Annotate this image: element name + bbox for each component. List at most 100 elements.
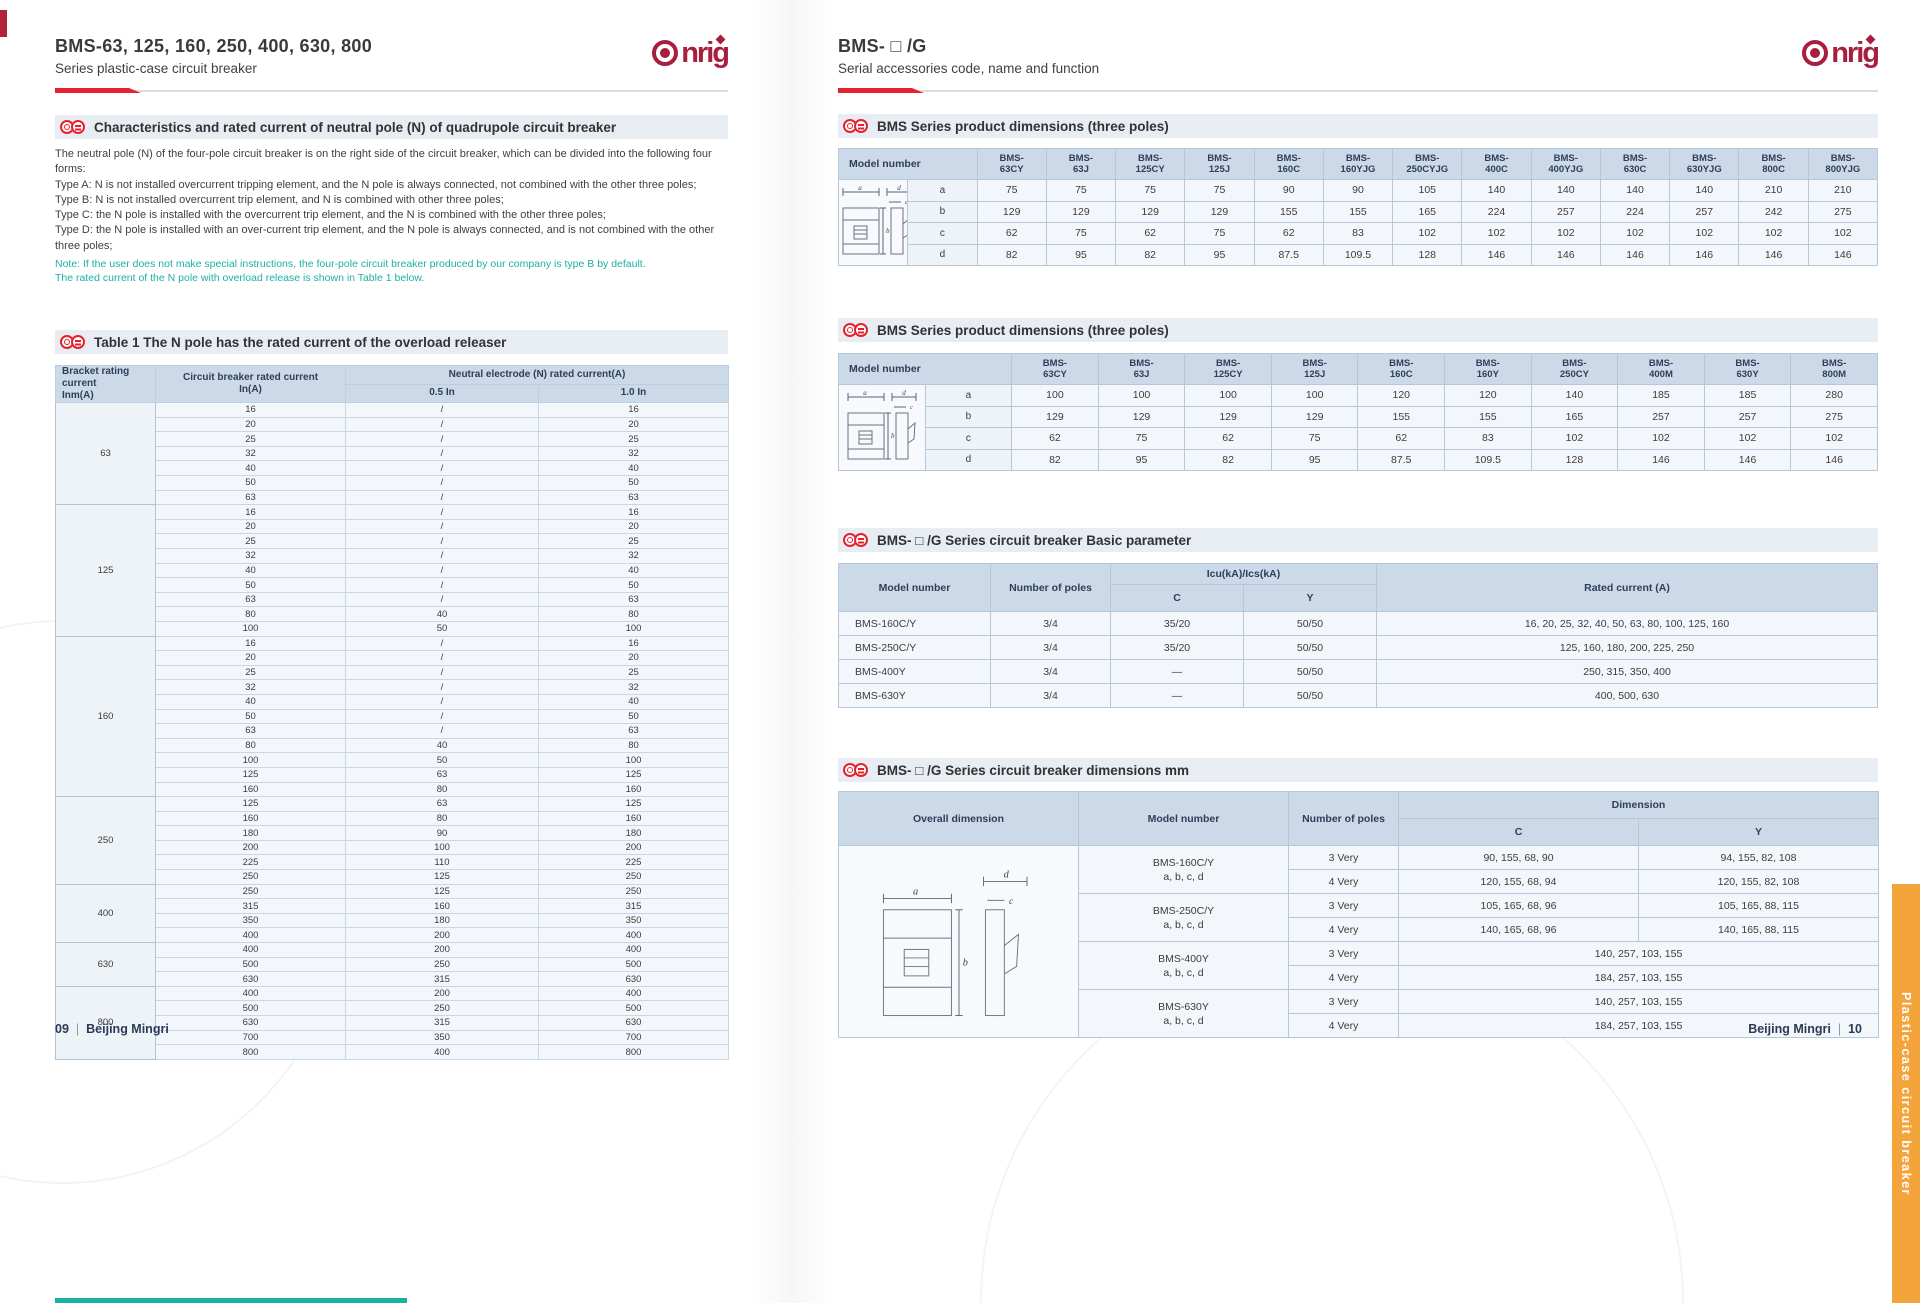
table-row: 100 50 100 <box>56 752 730 768</box>
table-cell: 125 <box>155 766 346 783</box>
dimension-letter-cell: b <box>907 200 978 223</box>
dimensions-mm-table: Overall dimension Model number Number of… <box>838 791 1879 1038</box>
table-cell: 75 <box>1184 179 1255 202</box>
table-cell: / <box>345 591 539 608</box>
header-rule <box>55 88 728 93</box>
model-name: 160Y <box>1476 369 1499 380</box>
model-cell: BMS-250C/Y a, b, c, d <box>1078 893 1289 942</box>
table-cell: / <box>345 650 539 666</box>
table-cell: 20 <box>537 650 730 666</box>
section-heading: BMS Series product dimensions (three pol… <box>877 322 1169 338</box>
table-cell: 62 <box>1184 427 1272 450</box>
col-header-rated: Rated current (A) <box>1376 563 1878 612</box>
table-row: 80 40 80 <box>56 737 730 754</box>
table-cell: 100 <box>537 752 730 768</box>
table-cell: 32 <box>537 548 730 564</box>
model-name: 125J <box>1208 164 1231 175</box>
table-cell: 400 <box>155 985 346 1002</box>
table-row: BMS-400Y 3/4—50/50 250, 315, 350, 400 <box>838 659 1878 684</box>
table-cell: 250 <box>155 883 346 900</box>
model-header-cell: BMS- 800C <box>1738 148 1809 180</box>
model-prefix: BMS- <box>1830 153 1855 164</box>
table-cell: 210 <box>1738 179 1809 202</box>
table-row: 250 125 250 <box>56 869 730 885</box>
table-cell: / <box>345 577 539 593</box>
section-heading: Characteristics and rated current of neu… <box>94 119 617 135</box>
model-header-cell: BMS- 400C <box>1461 148 1532 180</box>
table-cell: 155 <box>1322 200 1394 223</box>
table-cell: 400 <box>155 942 346 958</box>
table-cell: 257 <box>1617 405 1705 428</box>
model-name: 630Y <box>1736 369 1759 380</box>
intro-paragraph: The neutral pole (N) of the four-pole ci… <box>55 147 728 254</box>
model-prefix: BMS- <box>1562 358 1587 369</box>
table-cell: 129 <box>1184 200 1255 223</box>
breaker-dimension-diagram: a d c b <box>847 389 917 460</box>
table-cell: 165 <box>1530 405 1619 428</box>
table-cell: 82 <box>1115 243 1186 266</box>
table-cell: 82 <box>976 243 1047 266</box>
table-row: a d c b a 100 100 100 100 120 120 140 185 185 280 <box>838 384 1878 471</box>
table-row: 125 63 125 <box>56 766 730 783</box>
table-cell: 140 <box>1530 384 1619 407</box>
table-cell: 102 <box>1703 427 1792 450</box>
product-dimensions-table-a: Model number BMS- 63CY BMS- 63J BMS- 125CY BMS-… <box>837 148 1879 266</box>
n-pole-rated-current-table: Bracket rating current Inm(A) Circuit bre… <box>55 365 730 1060</box>
table-cell: 80 <box>345 781 539 798</box>
table-cell: 128 <box>1530 448 1619 471</box>
table-row: b 129 129 129 129 155 155 165 224 257 224 257 242 275 <box>839 200 1879 223</box>
bracket-current-cell: 800 <box>55 985 156 1060</box>
table-cell: 315 <box>155 898 346 914</box>
table-cell: 140 <box>1530 179 1601 202</box>
col-header-poles: Number of poles <box>990 563 1111 612</box>
basic-parameter-table: Model number Number of poles Icu(kA)/Ics… <box>838 563 1878 708</box>
footer-separator: | <box>75 1022 80 1036</box>
model-header-cell: BMS- 125J <box>1270 353 1359 385</box>
table-cell: 200 <box>155 839 346 856</box>
dimension-letter-cell: c <box>907 222 978 245</box>
table-cell: 800 <box>537 1044 730 1060</box>
header-rule-gray <box>838 90 1878 92</box>
brand-mark-icon <box>843 119 868 133</box>
table-cell: 100 <box>537 620 730 637</box>
brand-name: Beijing Mingri <box>86 1022 169 1036</box>
table-cell: 400 <box>345 1044 539 1060</box>
table-cell: 50 <box>155 708 346 725</box>
table-row: 630 315 630 <box>56 971 730 987</box>
table-cell: 82 <box>1184 448 1272 471</box>
model-name: 125CY <box>1213 369 1243 380</box>
table-cell: 120 <box>1444 384 1532 407</box>
table-cell: 32 <box>537 679 730 695</box>
intro-text-line: Type C: the N pole is installed with the… <box>55 209 606 222</box>
model-header-cell: BMS- 63CY <box>1011 353 1099 385</box>
table-row: 20/20 <box>56 518 730 535</box>
col-header-poles: Number of poles <box>1288 791 1399 846</box>
table-row: 32/32 <box>56 679 730 695</box>
intro-text-line: The neutral pole (N) of the four-pole ci… <box>55 148 712 176</box>
bracket-current-cell: 125 <box>55 504 156 637</box>
table-cell: 185 <box>1617 384 1705 407</box>
table-cell: 75 <box>1097 427 1186 450</box>
table-row: 4 Very 140, 165, 68, 96 140, 165, 88, 11… <box>839 917 1879 942</box>
page-subtitle: Serial accessories code, name and functi… <box>838 61 1100 76</box>
table-row: 40/40 <box>56 460 730 477</box>
logo-roundel-icon <box>1802 40 1829 66</box>
table-row: 800 400 200 400 <box>55 985 730 1060</box>
model-name: 160C <box>1389 369 1413 380</box>
table-row: a d c b <box>838 845 1879 1038</box>
model-prefix: BMS- <box>1761 153 1786 164</box>
overall-dimension-diagram-cell: a d c b <box>838 845 1079 1038</box>
table-cell: 80 <box>155 606 346 622</box>
table-cell: 155 <box>1357 405 1446 428</box>
table-cell: 160 <box>155 810 346 827</box>
table-cell: 90 <box>345 825 539 841</box>
dim-label-d: d <box>902 389 906 397</box>
table-cell: 224 <box>1461 200 1532 223</box>
model-prefix: BMS- <box>1129 358 1154 369</box>
table-row: 40/40 <box>56 693 730 710</box>
table-cell: 129 <box>1045 200 1117 223</box>
model-header-cell: BMS- 800M <box>1790 353 1878 385</box>
table-cell: / <box>345 402 539 418</box>
table-row: 200 100 200 <box>56 839 730 856</box>
print-corner-mark <box>0 10 7 37</box>
